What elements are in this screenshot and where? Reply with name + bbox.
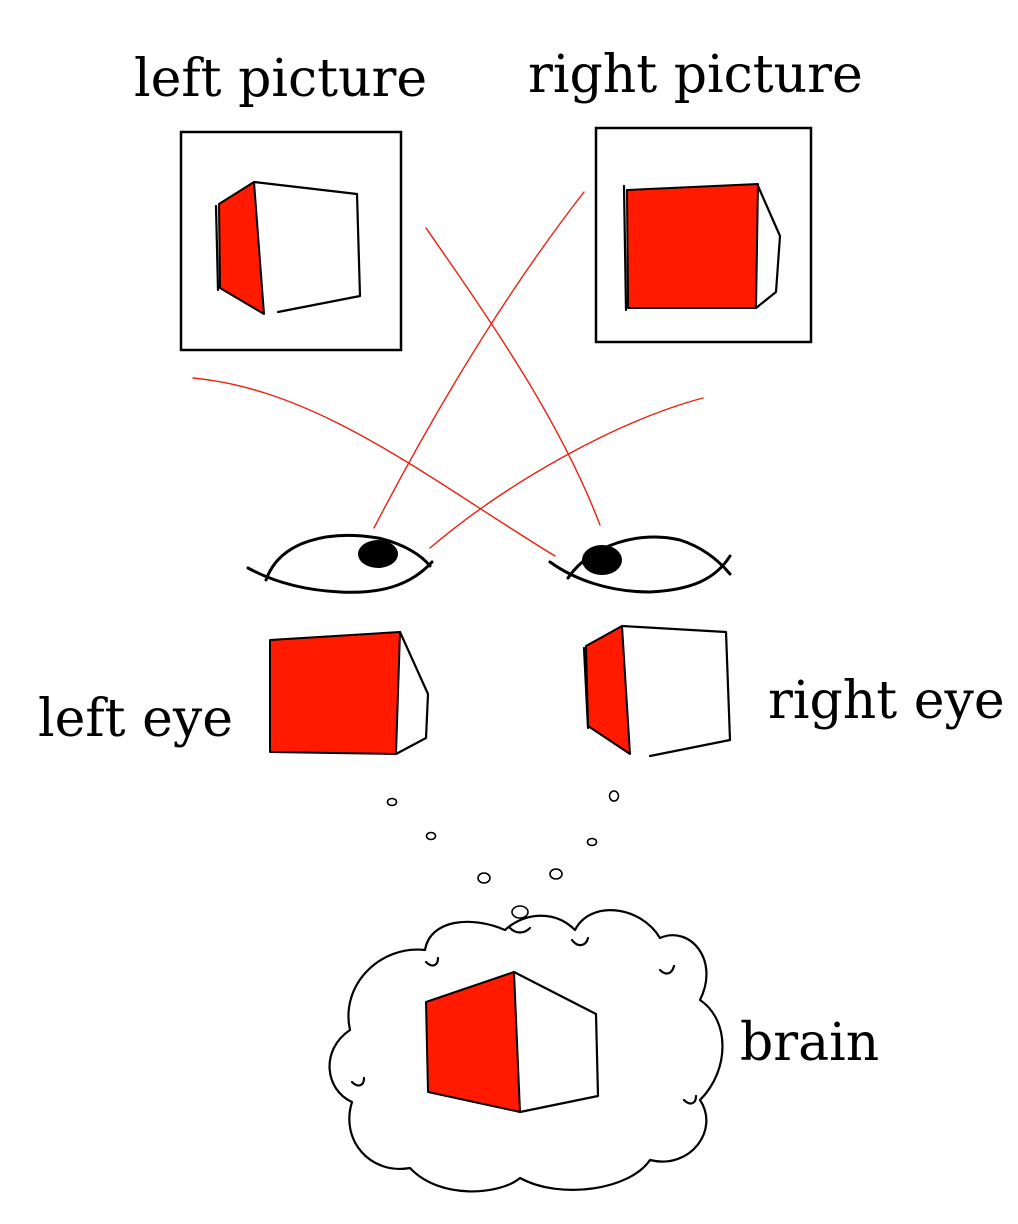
cube-outline xyxy=(582,624,732,758)
cube-red-face xyxy=(218,181,265,315)
thought-bubble xyxy=(511,905,529,919)
thought-bubble xyxy=(586,837,598,847)
cube-red-face xyxy=(585,625,631,755)
right-eye-pupil xyxy=(582,545,622,575)
ray-top-center-to-right-eye xyxy=(425,227,601,526)
thought-bubble xyxy=(549,868,563,880)
left-eye-image xyxy=(269,630,430,756)
cube-outline xyxy=(622,184,782,312)
thought-cloud-outline xyxy=(328,909,724,1193)
right-eye-label: right eye xyxy=(768,671,1005,731)
left-eye-icon xyxy=(246,534,434,594)
thought-bubble xyxy=(477,872,491,884)
left-eye-lower xyxy=(246,560,434,594)
cube-red-face xyxy=(425,971,521,1113)
left-eye-pupil xyxy=(358,540,398,568)
cube-red-face xyxy=(626,183,759,309)
right-eye-lower xyxy=(548,554,732,594)
left-eye-label: left eye xyxy=(38,689,233,749)
cube-outline xyxy=(512,970,600,1114)
left-picture xyxy=(179,130,403,352)
thought-bubble xyxy=(425,831,437,841)
thought-bubbles xyxy=(386,790,620,919)
ray-right-picture-to-left-eye xyxy=(373,191,585,529)
sight-rays xyxy=(192,191,704,557)
cube-outline xyxy=(214,180,362,314)
brain-label: brain xyxy=(740,1013,879,1073)
ray-left-picture-to-right-eye xyxy=(192,377,556,557)
cube-red-face xyxy=(269,631,401,755)
ray-right-side-to-left-eye xyxy=(429,397,704,549)
thought-cloud-icon xyxy=(328,909,724,1193)
thought-cloud-curl xyxy=(350,926,698,1105)
right-picture-frame xyxy=(594,126,813,344)
left-eye-lid xyxy=(264,534,432,582)
left-picture-cube xyxy=(214,180,362,315)
left-picture-label: left picture xyxy=(134,49,427,109)
right-picture xyxy=(594,126,813,344)
right-picture-cube xyxy=(622,183,782,312)
left-picture-frame xyxy=(179,130,403,352)
cube-outline xyxy=(394,630,430,756)
right-eye-image xyxy=(582,624,732,758)
thought-bubble xyxy=(608,790,620,802)
right-picture-label: right picture xyxy=(528,45,863,105)
thought-bubble xyxy=(386,797,398,807)
brain-cube xyxy=(425,970,600,1114)
right-eye-icon xyxy=(548,535,732,594)
